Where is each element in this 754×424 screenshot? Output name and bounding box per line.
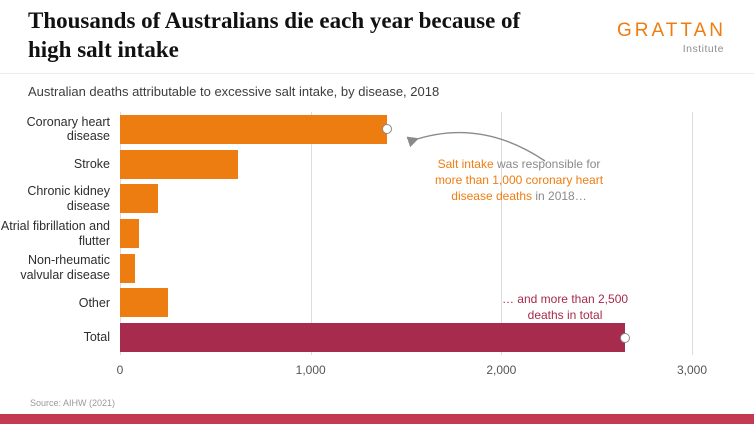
chart-subtitle: Australian deaths attributable to excess…: [28, 84, 440, 99]
bar: [120, 323, 631, 353]
footer-strip: [0, 414, 754, 424]
bar-row: Atrial fibrillation and flutter: [1, 216, 692, 251]
bar: [120, 149, 239, 179]
bar: [120, 219, 140, 249]
gridline: [692, 112, 693, 355]
annotation-coronary-highlight2: more than 1,000 coronary heart disease d…: [434, 173, 604, 204]
x-tick-label: 1,000: [295, 363, 326, 377]
bar-label: Chronic kidney disease: [27, 184, 110, 213]
annotation-coronary-highlight1: Salt intake: [437, 157, 494, 171]
gridline: [501, 112, 503, 355]
bar-row: Stroke: [74, 147, 692, 182]
bar-label: Atrial fibrillation and flutter: [0, 218, 110, 248]
x-tick-label: 2,000: [486, 363, 517, 377]
page-title-line2: high salt intake: [28, 37, 179, 63]
bar: [120, 253, 136, 283]
bar: [120, 114, 392, 144]
bar-label: Total: [83, 330, 110, 345]
marker-dot: [620, 332, 631, 343]
bar-row: Chronic kidney disease: [27, 181, 692, 216]
logo-subtitle: Institute: [682, 43, 724, 55]
annotation-total: … and more than 2,500 deaths in total: [501, 292, 629, 323]
bar-rows: Coronary heart disease Stroke Chronic kidn…: [1, 112, 692, 355]
x-axis: 0 1,000 2,000 3,000: [116, 363, 707, 379]
marker-dot: [381, 124, 392, 135]
bar: [120, 288, 168, 318]
bar-row: Non-rheumatic valvular disease: [20, 251, 692, 286]
annotation-coronary-text1: was responsible for: [493, 157, 601, 171]
bar-label: Coronary heart disease: [26, 114, 110, 144]
bar-row: Total: [84, 320, 692, 355]
bar: [120, 184, 159, 214]
annotation-arrow: [406, 131, 546, 162]
logo-wordmark: GRATTAN: [617, 20, 726, 41]
annotation-coronary-text2: in 2018…: [532, 189, 587, 204]
gridline: [310, 112, 312, 355]
header-divider: [0, 73, 754, 74]
page-title-line1: Thousands of Australians die each year b…: [28, 8, 521, 33]
bar-label: Other: [78, 295, 110, 310]
bar-row: Coronary heart disease: [27, 112, 692, 147]
bar-row: Other: [79, 286, 692, 321]
annotation-coronary: Salt intake was responsible for more tha…: [430, 156, 608, 205]
bar-label: Non-rheumatic valvular disease: [20, 253, 110, 283]
x-tick-label: 0: [116, 363, 124, 377]
bar-chart: Coronary heart disease Stroke Chronic kidn…: [0, 112, 754, 382]
plot-area: Coronary heart disease Stroke Chronic kidn…: [1, 112, 693, 355]
page-title: Thousands of Australians die each year b…: [28, 6, 520, 65]
bar-label: Stroke: [73, 156, 110, 171]
source-note: Source: AIHW (2021): [30, 398, 116, 408]
x-tick-label: 3,000: [676, 363, 708, 377]
grattan-logo: GRATTAN Institute: [617, 20, 726, 55]
